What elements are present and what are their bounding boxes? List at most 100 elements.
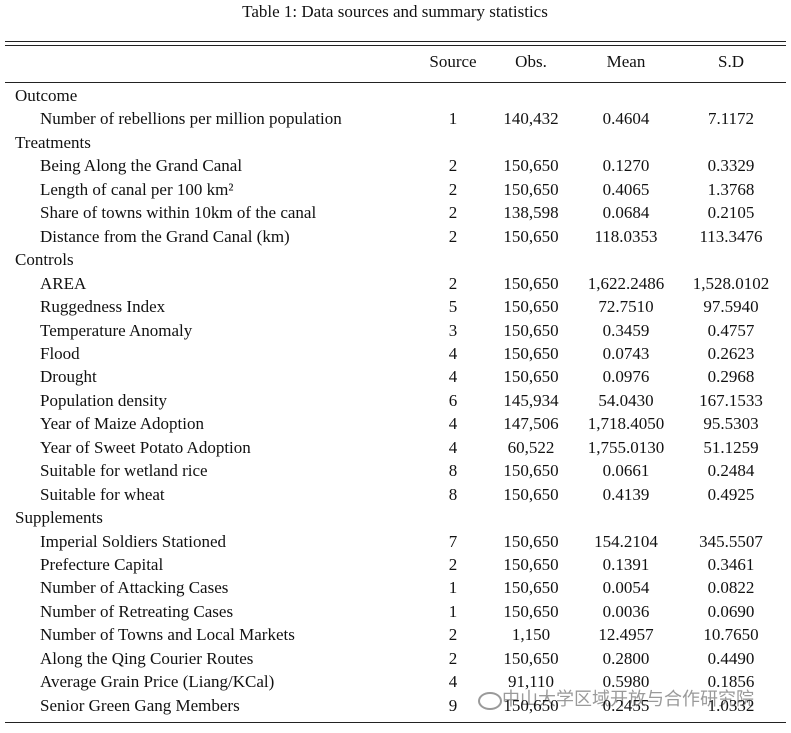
header-rule	[5, 82, 786, 83]
cell-source: 2	[448, 648, 458, 668]
cell-sd: 0.1856	[707, 672, 755, 692]
cell-obs: 147,506	[503, 414, 559, 434]
cell-obs: 145,934	[503, 390, 559, 410]
cell-obs: 138,598	[503, 203, 559, 223]
row-label: Suitable for wheat	[40, 484, 165, 504]
cell-mean: 0.1391	[602, 555, 650, 574]
cell-mean: 154.2104	[594, 531, 658, 551]
row-label: Suitable for wetland rice	[40, 461, 208, 481]
cell-mean: 1,718.4050	[587, 414, 665, 434]
cell-mean: 118.0353	[594, 226, 658, 246]
cell-mean: 0.5980	[602, 672, 650, 692]
row-label: Senior Green Gang Members	[40, 695, 240, 715]
cell-mean: 0.4065	[602, 179, 650, 199]
row-label: Average Grain Price (Liang/KCal)	[40, 672, 275, 692]
cell-mean: 0.0743	[602, 343, 650, 363]
cell-sd: 0.2623	[707, 343, 755, 363]
cell-mean: 0.2800	[602, 648, 650, 668]
cell-sd: 0.2105	[707, 203, 755, 223]
cell-sd: 0.4757	[707, 320, 755, 340]
cell-mean: 0.0684	[602, 203, 650, 223]
cell-sd: 0.2968	[707, 367, 755, 387]
row-label: Being Along the Grand Canal	[40, 156, 243, 176]
cell-sd: 97.5940	[703, 297, 759, 317]
row-label: Temperature Anomaly	[40, 320, 193, 340]
cell-source: 2	[448, 555, 458, 574]
cell-source: 2	[448, 203, 458, 223]
row-label: Drought	[40, 367, 97, 387]
row-label: Number of rebellions per million populat…	[40, 109, 342, 129]
cell-obs: 150,650	[503, 156, 559, 176]
cell-obs: 150,650	[503, 273, 559, 293]
cell-source: 8	[448, 484, 458, 504]
section-title: Treatments	[15, 132, 91, 152]
cell-obs: 150,650	[503, 484, 559, 504]
cell-obs: 150,650	[503, 601, 559, 621]
column-header: Source	[429, 52, 477, 71]
cell-mean: 1,755.0130	[587, 437, 665, 457]
cell-obs: 150,650	[503, 578, 559, 598]
cell-sd: 0.4925	[707, 484, 755, 504]
cell-source: 4	[448, 343, 458, 363]
cell-source: 2	[448, 179, 458, 199]
section-title: Outcome	[15, 86, 78, 105]
cell-mean: 0.0976	[602, 367, 650, 387]
watermark-icon	[478, 692, 502, 710]
cell-obs: 150,650	[503, 461, 559, 481]
cell-source: 6	[448, 390, 458, 410]
cell-source: 3	[448, 320, 458, 340]
cell-sd: 0.0822	[707, 578, 755, 598]
cell-sd: 0.0690	[707, 601, 755, 621]
cell-mean: 1,622.2486	[587, 273, 665, 293]
cell-mean: 0.0661	[602, 461, 650, 481]
cell-obs: 150,650	[503, 297, 559, 317]
cell-mean: 0.0054	[602, 578, 650, 598]
cell-sd: 0.2484	[707, 461, 755, 481]
row-label: AREA	[40, 273, 87, 293]
row-label: Share of towns within 10km of the canal	[40, 203, 317, 223]
row-label: Imperial Soldiers Stationed	[40, 531, 227, 551]
row-label: Prefecture Capital	[40, 555, 164, 574]
cell-source: 4	[448, 672, 458, 692]
table-title: Table 1: Data sources and summary statis…	[242, 2, 548, 21]
cell-source: 5	[448, 297, 458, 317]
cell-obs: 150,650	[503, 179, 559, 199]
row-label: Distance from the Grand Canal (km)	[40, 226, 290, 246]
cell-obs: 1,150	[511, 625, 551, 645]
row-label: Year of Sweet Potato Adoption	[40, 437, 251, 457]
cell-sd: 10.7650	[703, 625, 759, 645]
row-label: Along the Qing Courier Routes	[40, 648, 254, 668]
cell-mean: 0.4604	[602, 109, 650, 129]
cell-source: 1	[448, 109, 458, 129]
cell-sd: 1.0332	[707, 695, 755, 715]
cell-obs: 91,110	[507, 672, 555, 692]
row-label: Number of Attacking Cases	[40, 578, 229, 598]
cell-mean: 12.4957	[598, 625, 654, 645]
bottom-rule	[5, 722, 786, 723]
cell-source: 4	[448, 367, 458, 387]
cell-mean: 0.4139	[602, 484, 650, 504]
cell-sd: 1.3768	[707, 179, 755, 199]
cell-obs: 150,650	[503, 695, 559, 715]
cell-obs: 60,522	[507, 437, 555, 457]
cell-mean: 0.1270	[602, 156, 650, 176]
cell-sd: 345.5507	[699, 531, 763, 551]
top-rule	[5, 41, 786, 42]
section-title: Controls	[15, 250, 74, 270]
row-label: Year of Maize Adoption	[40, 414, 204, 434]
cell-obs: 140,432	[503, 109, 559, 129]
cell-obs: 150,650	[503, 367, 559, 387]
top-rule	[5, 45, 786, 46]
cell-mean: 0.3459	[602, 320, 650, 340]
cell-sd: 167.1533	[699, 390, 763, 410]
cell-sd: 7.1172	[707, 109, 755, 129]
column-header: Obs.	[515, 52, 547, 71]
cell-sd: 0.4490	[707, 648, 755, 668]
cell-source: 4	[448, 437, 458, 457]
cell-obs: 150,650	[503, 226, 559, 246]
cell-mean: 72.7510	[598, 297, 654, 317]
cell-source: 2	[448, 226, 458, 246]
cell-sd: 95.5303	[703, 414, 759, 434]
cell-source: 7	[448, 531, 458, 551]
